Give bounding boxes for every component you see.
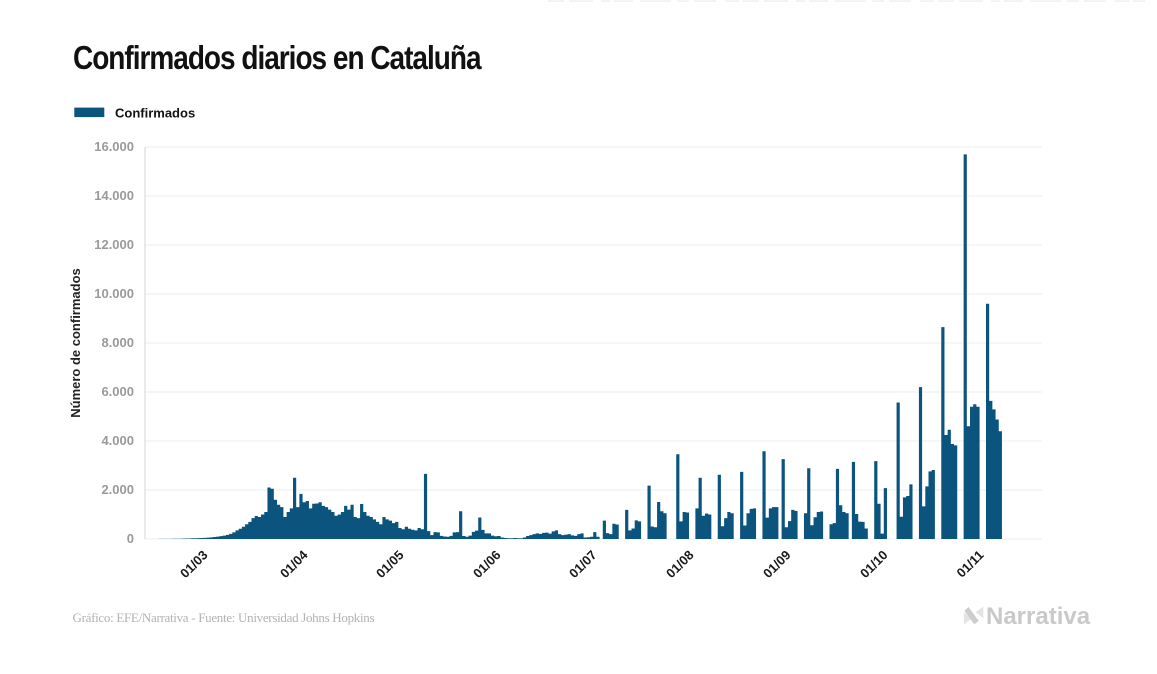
svg-text:8.000: 8.000 bbox=[101, 335, 134, 350]
svg-text:12.000: 12.000 bbox=[94, 237, 134, 252]
svg-text:10.000: 10.000 bbox=[94, 286, 134, 301]
svg-text:2.000: 2.000 bbox=[101, 482, 134, 497]
svg-text:Narrativa: Narrativa bbox=[986, 603, 1091, 630]
svg-text:Confirmados: Confirmados bbox=[115, 106, 195, 121]
svg-text:Confirmados diarios en Cataluñ: Confirmados diarios en Cataluña bbox=[73, 40, 482, 77]
svg-text:0: 0 bbox=[127, 531, 134, 546]
svg-text:Gráfico: EFE/Narrativa - Fuent: Gráfico: EFE/Narrativa - Fuente: Univers… bbox=[73, 610, 375, 625]
svg-text:14.000: 14.000 bbox=[94, 188, 134, 203]
svg-text:16.000: 16.000 bbox=[94, 139, 134, 154]
svg-text:6.000: 6.000 bbox=[101, 384, 134, 399]
svg-text:4.000: 4.000 bbox=[101, 433, 134, 448]
svg-text:Número de confirmados: Número de confirmados bbox=[68, 268, 83, 418]
